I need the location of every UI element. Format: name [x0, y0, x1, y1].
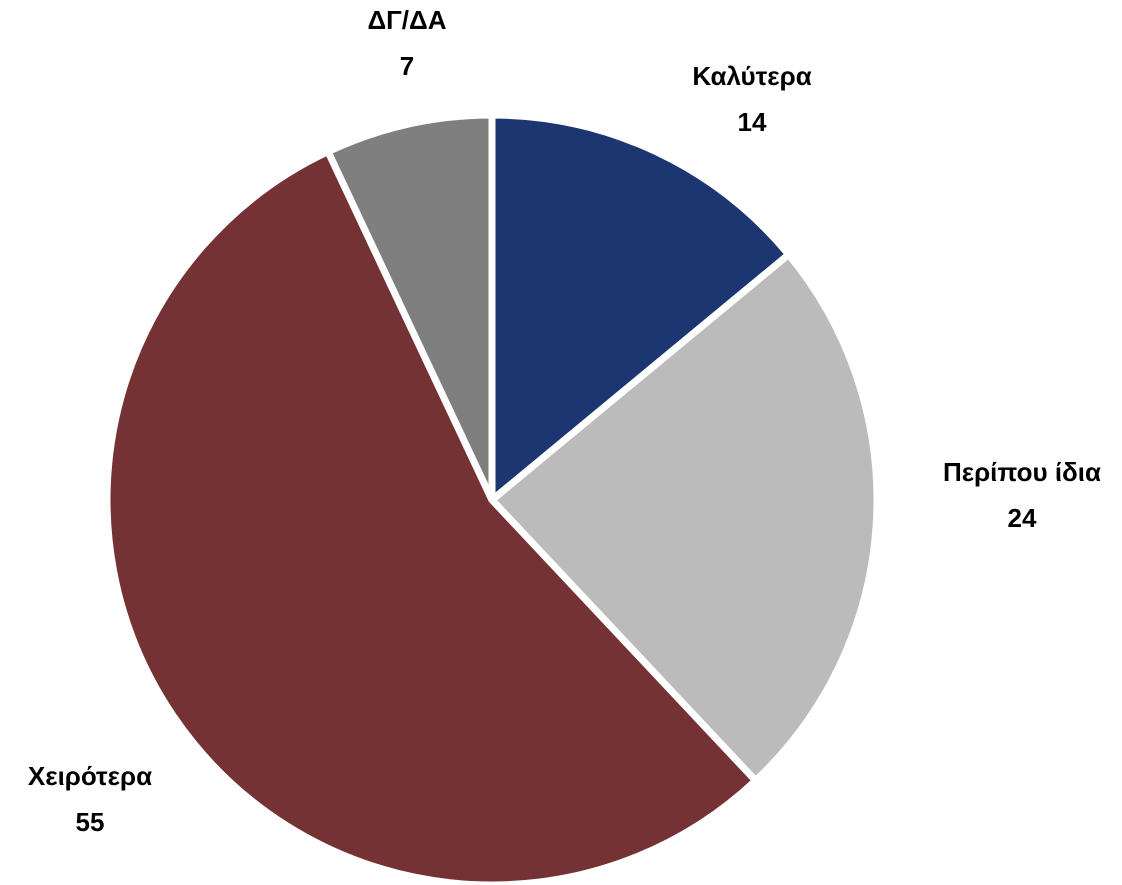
- pie-slice: [103, 146, 761, 885]
- pie-slice: [486, 249, 881, 786]
- slice-label: Καλύτερα: [692, 61, 811, 91]
- pie-slice: [323, 111, 496, 502]
- slice-value: 7: [400, 51, 414, 81]
- slice-label: Χειρότερα: [28, 761, 152, 791]
- slice-label: ΔΓ/ΔΑ: [367, 5, 446, 35]
- pie-slice: [488, 111, 794, 508]
- slice-value: 14: [738, 107, 767, 137]
- slice-value: 55: [76, 807, 105, 837]
- slice-label: Περίπου ίδια: [943, 457, 1101, 487]
- slice-value: 24: [1008, 503, 1037, 533]
